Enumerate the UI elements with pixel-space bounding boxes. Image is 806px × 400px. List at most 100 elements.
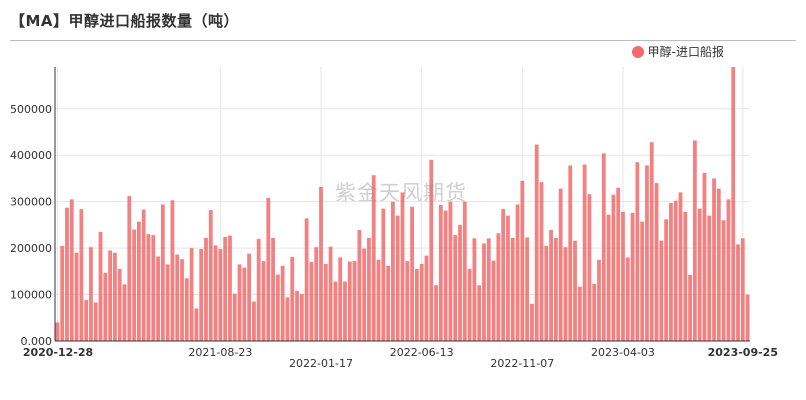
bar <box>98 231 103 341</box>
bar <box>65 207 69 341</box>
bar <box>501 209 506 341</box>
bar <box>323 263 328 341</box>
bar <box>103 272 108 341</box>
bar <box>429 159 434 341</box>
bar <box>654 183 659 341</box>
bar <box>520 180 525 341</box>
bar <box>180 259 184 341</box>
bar <box>443 210 448 341</box>
bar <box>673 200 678 341</box>
bar <box>228 235 232 341</box>
bar <box>482 243 486 341</box>
bar <box>60 245 65 341</box>
bar-series <box>55 67 750 341</box>
bar <box>414 269 419 341</box>
bar <box>692 140 697 341</box>
bar <box>649 142 654 341</box>
bar <box>367 237 371 341</box>
bar <box>410 206 414 341</box>
bar <box>731 67 736 341</box>
title-divider <box>10 40 796 41</box>
bar <box>621 211 625 341</box>
bar <box>391 201 395 341</box>
bar <box>285 297 290 341</box>
axes: 0.000 100000 200000 300000 400000 500000 2020-… <box>10 67 778 370</box>
bar <box>242 267 247 341</box>
bar <box>290 256 295 341</box>
bar <box>381 208 386 341</box>
bar <box>573 240 577 341</box>
bar <box>122 284 127 341</box>
bar <box>165 264 170 341</box>
watermark-text: 紫金天风期货 <box>335 177 467 207</box>
bar <box>376 259 381 341</box>
bar <box>295 290 299 341</box>
bar <box>232 293 237 341</box>
bar <box>491 260 496 341</box>
bar <box>477 285 482 341</box>
bar <box>702 172 707 341</box>
bar <box>707 215 712 341</box>
bar <box>314 247 319 341</box>
bar <box>357 230 362 341</box>
bar <box>113 252 117 341</box>
bar <box>141 209 146 341</box>
bar <box>362 248 367 341</box>
bar <box>184 278 189 341</box>
bar <box>740 238 745 341</box>
chart-legend[interactable]: 甲醇-进口船报 <box>631 43 724 60</box>
bar <box>252 301 256 341</box>
x-tick-label: 2021-08-23 <box>188 346 252 359</box>
bar <box>496 233 501 341</box>
bar <box>745 294 750 341</box>
bar <box>553 237 558 341</box>
bar <box>117 269 122 341</box>
bar <box>678 192 683 341</box>
bar <box>506 215 510 341</box>
bar <box>371 175 376 341</box>
bar <box>424 255 429 341</box>
bar <box>544 245 549 341</box>
bar <box>223 236 228 341</box>
bar <box>352 261 357 341</box>
bar <box>712 178 716 341</box>
bar <box>333 281 338 341</box>
bar <box>160 204 165 341</box>
bar <box>486 238 491 341</box>
bar <box>275 274 280 341</box>
bar <box>688 275 692 341</box>
bar <box>247 253 252 341</box>
bar <box>156 256 160 341</box>
bar <box>539 182 544 341</box>
bar <box>592 283 597 341</box>
bar <box>438 204 443 341</box>
bar <box>736 244 740 341</box>
bar <box>84 300 89 341</box>
bar <box>189 248 194 341</box>
bar <box>395 215 400 341</box>
bar <box>549 230 553 341</box>
bar <box>347 261 352 341</box>
bar <box>697 208 702 341</box>
bar <box>716 188 721 341</box>
x-tick-label: 2022-01-17 <box>289 357 353 370</box>
bar <box>635 162 640 341</box>
bar <box>601 153 606 341</box>
bar <box>405 261 410 341</box>
bar <box>472 238 477 341</box>
x-tick-label: 2020-12-28 <box>23 346 93 359</box>
bar <box>237 264 242 341</box>
bar <box>69 199 74 341</box>
bar <box>386 265 391 341</box>
x-tick-label: 2022-11-07 <box>490 357 554 370</box>
bar <box>218 249 223 341</box>
bar <box>343 281 347 341</box>
bar <box>132 229 136 341</box>
bar <box>74 252 79 341</box>
x-tick-label: 2022-06-13 <box>390 346 454 359</box>
bar <box>597 259 601 341</box>
bar <box>89 247 93 341</box>
bar <box>208 210 213 341</box>
bar <box>587 194 592 341</box>
